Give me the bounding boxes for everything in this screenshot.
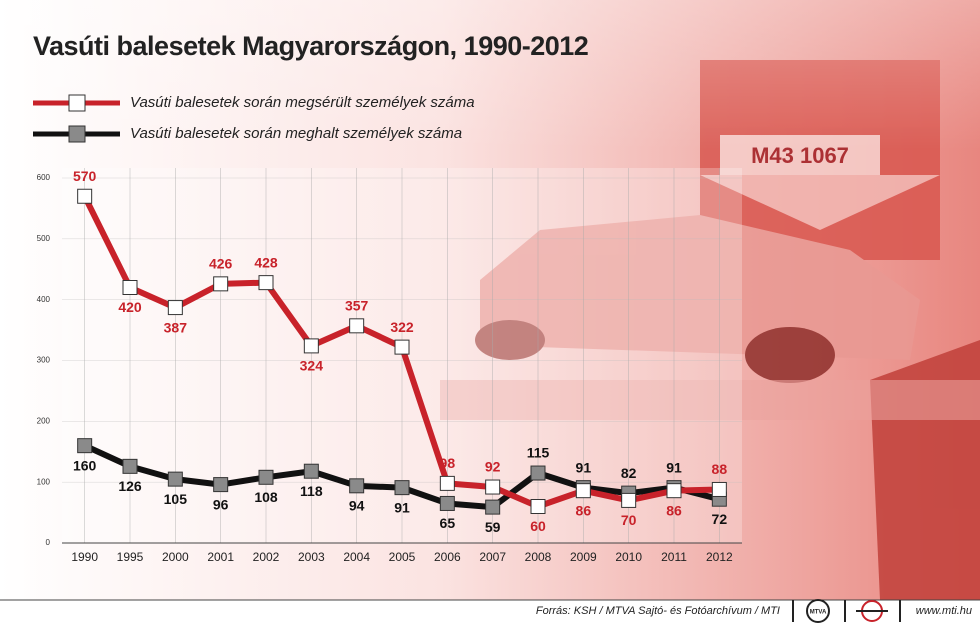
- website: www.mti.hu: [916, 605, 972, 617]
- marker: [258, 469, 274, 485]
- legend-marker: [68, 94, 86, 112]
- overlay: [0, 0, 980, 150]
- y-tick-label: 600: [37, 173, 51, 182]
- data-label: 60: [530, 518, 546, 534]
- data-label: 94: [349, 498, 365, 514]
- marker: [711, 481, 727, 497]
- marker: [258, 275, 274, 291]
- data-label: 428: [254, 254, 278, 270]
- legend-marker: [68, 125, 86, 143]
- y-tick-label: 200: [37, 416, 51, 425]
- legend: Vasúti balesetek során megsérült személy…: [33, 94, 475, 143]
- data-label: 91: [576, 459, 592, 475]
- data-label: 96: [213, 496, 229, 512]
- data-label: 357: [345, 298, 369, 314]
- x-tick-label: 2003: [298, 550, 325, 564]
- marker: [485, 499, 501, 515]
- data-label: 72: [712, 511, 728, 527]
- marker: [349, 478, 365, 494]
- data-label: 324: [300, 358, 324, 374]
- marker: [213, 276, 229, 292]
- legend-label: Vasúti balesetek során megsérült személy…: [130, 94, 475, 111]
- marker: [530, 465, 546, 481]
- source: Forrás: KSH / MTVA Sajtó- és Fotóarchívu…: [536, 605, 780, 617]
- x-tick-label: 2004: [343, 550, 370, 564]
- x-tick-label: 2005: [389, 550, 416, 564]
- x-tick-label: 2002: [253, 550, 280, 564]
- y-tick-label: 500: [37, 234, 51, 243]
- x-tick-label: 2008: [525, 550, 552, 564]
- data-label: 426: [209, 256, 233, 272]
- data-label: 160: [73, 457, 97, 473]
- data-label: 86: [666, 502, 682, 518]
- y-tick-label: 0: [46, 538, 51, 547]
- logo-text: MTVA: [810, 610, 827, 616]
- chart-title: Vasúti balesetek Magyarországon, 1990-20…: [33, 31, 588, 61]
- data-label: 59: [485, 519, 501, 535]
- marker: [439, 475, 455, 491]
- data-label: 570: [73, 168, 97, 184]
- data-label: 126: [118, 478, 142, 494]
- marker: [439, 495, 455, 511]
- data-label: 65: [440, 515, 456, 531]
- data-label: 322: [390, 319, 414, 335]
- data-label: 86: [576, 502, 592, 518]
- data-label: 91: [394, 499, 410, 515]
- data-label: 82: [621, 465, 637, 481]
- x-tick-label: 2010: [615, 550, 642, 564]
- marker: [575, 483, 591, 499]
- marker: [666, 483, 682, 499]
- marker: [213, 477, 229, 493]
- y-tick-label: 300: [37, 356, 51, 365]
- plot: 0 100 200 300 400 500 600 1990 1995 2000 2001 2002 2…: [37, 168, 742, 564]
- marker: [167, 300, 183, 316]
- y-tick-label: 400: [37, 295, 51, 304]
- x-tick-label: 1995: [117, 550, 144, 564]
- data-label: 105: [164, 491, 188, 507]
- x-tick-label: 2009: [570, 550, 597, 564]
- x-tick-label: 2006: [434, 550, 461, 564]
- data-label: 420: [118, 299, 142, 315]
- data-label: 108: [254, 489, 278, 505]
- marker: [303, 463, 319, 479]
- marker: [394, 480, 410, 496]
- marker: [77, 188, 93, 204]
- x-tick-label: 2012: [706, 550, 733, 564]
- logo-ring: [806, 599, 830, 623]
- data-label: 118: [300, 483, 323, 499]
- x-tick-label: 2000: [162, 550, 189, 564]
- marker: [77, 438, 93, 454]
- marker: [485, 479, 501, 495]
- legend-label: Vasúti balesetek során meghalt személyek…: [130, 125, 462, 142]
- marker: [530, 499, 546, 514]
- x-tick-label: 2001: [207, 550, 234, 564]
- marker: [303, 338, 319, 354]
- marker: [394, 339, 410, 355]
- x-tick-label: 2011: [661, 550, 687, 564]
- data-label: 91: [666, 459, 682, 475]
- x-tick-label: 1990: [71, 550, 98, 564]
- data-label: 115: [527, 445, 550, 461]
- data-label: 88: [712, 461, 728, 477]
- y-tick-label: 100: [37, 477, 51, 486]
- marker: [122, 458, 138, 474]
- marker: [122, 280, 138, 295]
- data-label: 92: [485, 459, 501, 475]
- data-label: 387: [164, 319, 188, 335]
- marker: [167, 471, 183, 487]
- x-tick-label: 2007: [479, 550, 506, 564]
- marker: [349, 318, 365, 334]
- data-label: 70: [621, 512, 637, 528]
- data-label: 98: [440, 455, 456, 471]
- marker: [621, 492, 637, 508]
